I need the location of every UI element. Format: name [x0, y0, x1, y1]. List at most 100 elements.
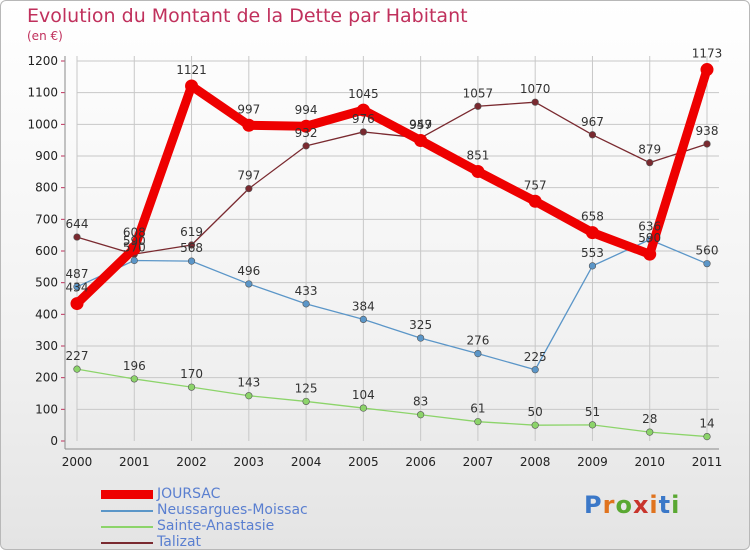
- y-tick-label: 400: [35, 307, 58, 321]
- data-label: 957: [409, 118, 432, 132]
- data-label: 104: [352, 388, 375, 402]
- data-point: [528, 194, 542, 208]
- data-point: [359, 128, 367, 136]
- data-point: [703, 260, 711, 268]
- y-tick-label: 100: [35, 402, 58, 416]
- data-point: [359, 404, 367, 412]
- data-point: [414, 133, 428, 147]
- data-label: 496: [237, 264, 260, 278]
- series-line-joursac: [72, 65, 712, 309]
- y-tick-label: 1200: [27, 54, 58, 68]
- series-lines: [70, 63, 714, 441]
- legend-swatch: [101, 542, 153, 544]
- data-point: [700, 63, 714, 77]
- data-label: 590: [638, 231, 661, 245]
- data-point: [127, 241, 141, 255]
- x-tick-label: 2004: [291, 455, 322, 469]
- x-tick-label: 2007: [463, 455, 494, 469]
- data-label: 227: [66, 349, 89, 363]
- data-point: [302, 300, 310, 308]
- data-label: 143: [237, 376, 260, 390]
- data-label: 487: [66, 267, 89, 281]
- data-label: 570: [123, 241, 146, 255]
- data-point: [531, 421, 539, 429]
- brand-letter: r: [602, 491, 616, 519]
- unit-label: (en €): [27, 29, 63, 43]
- brand-letter: o: [615, 491, 633, 519]
- data-point: [703, 432, 711, 441]
- data-label: 1070: [520, 82, 551, 96]
- data-label: 797: [237, 169, 260, 183]
- data-point: [531, 98, 539, 106]
- data-point: [588, 262, 597, 270]
- data-point: [187, 383, 196, 391]
- x-tick-label: 2000: [62, 455, 93, 469]
- data-label: 757: [524, 178, 547, 192]
- x-tick-label: 2006: [405, 455, 436, 469]
- data-point: [646, 159, 654, 167]
- data-label: 636: [638, 220, 661, 234]
- data-label: 384: [352, 299, 375, 313]
- axes: 0 100 200 300 400 500 600 700 800 900 1000 1100 1200…: [27, 54, 722, 469]
- y-tick-label: 900: [35, 149, 58, 163]
- brand-letter: i: [649, 491, 659, 519]
- x-tick-label: 2001: [119, 455, 150, 469]
- data-point: [703, 140, 711, 148]
- y-tick-label: 800: [35, 181, 58, 195]
- legend-label: Sainte-Anastasie: [157, 518, 275, 534]
- data-point: [299, 119, 313, 133]
- data-point: [70, 297, 84, 311]
- data-point: [474, 418, 482, 426]
- data-point: [185, 79, 199, 93]
- data-label: 879: [638, 143, 661, 157]
- data-point: [588, 421, 597, 429]
- data-label: 434: [66, 281, 89, 295]
- data-point: [130, 256, 138, 265]
- data-point: [417, 334, 425, 342]
- data-label: 14: [699, 417, 714, 431]
- data-label: 170: [180, 367, 203, 381]
- y-tick-label: 200: [35, 371, 58, 385]
- data-point: [73, 283, 81, 291]
- proxiti-logo: Proxiti: [584, 491, 680, 519]
- data-point: [73, 365, 81, 373]
- data-label: 994: [295, 103, 318, 117]
- data-labels: 434 608 1121 997 994 1045 949 851 757 658 590 1173 4…: [66, 47, 723, 431]
- data-label: 61: [470, 402, 485, 416]
- data-label: 553: [581, 246, 604, 260]
- legend-label: JOURSAC: [157, 486, 221, 502]
- data-point: [302, 142, 310, 150]
- legend-label: Talizat: [157, 534, 202, 550]
- x-tick-label: 2009: [577, 455, 608, 469]
- data-point: [585, 226, 599, 240]
- data-point: [359, 315, 367, 324]
- series-line-talizat: [76, 101, 708, 255]
- brand-letter: x: [632, 491, 650, 519]
- data-label: 590: [123, 234, 146, 248]
- x-tick-label: 2003: [234, 455, 265, 469]
- data-label: 644: [66, 217, 89, 231]
- data-point: [646, 428, 654, 436]
- data-label: 433: [295, 284, 318, 298]
- data-label: 932: [295, 126, 318, 140]
- data-point: [471, 165, 485, 179]
- y-tick-label: 500: [35, 276, 58, 290]
- legend-label: Neussargues-Moissac: [157, 502, 308, 518]
- data-label: 560: [696, 244, 719, 258]
- data-label: 608: [123, 225, 146, 239]
- data-label: 658: [581, 210, 604, 224]
- x-tick-label: 2010: [634, 455, 665, 469]
- data-label: 50: [528, 405, 543, 419]
- brand-letter: P: [584, 491, 603, 519]
- brand-letter: t: [658, 491, 672, 519]
- data-label: 619: [180, 225, 203, 239]
- chart-title: Evolution du Montant de la Dette par Hab…: [27, 5, 468, 27]
- y-tick-label: 0: [50, 434, 58, 448]
- data-point: [73, 233, 81, 241]
- data-point: [417, 411, 425, 419]
- data-label: 1057: [463, 86, 494, 100]
- data-label: 997: [237, 102, 260, 116]
- x-tick-label: 2008: [520, 455, 551, 469]
- data-point: [245, 280, 253, 288]
